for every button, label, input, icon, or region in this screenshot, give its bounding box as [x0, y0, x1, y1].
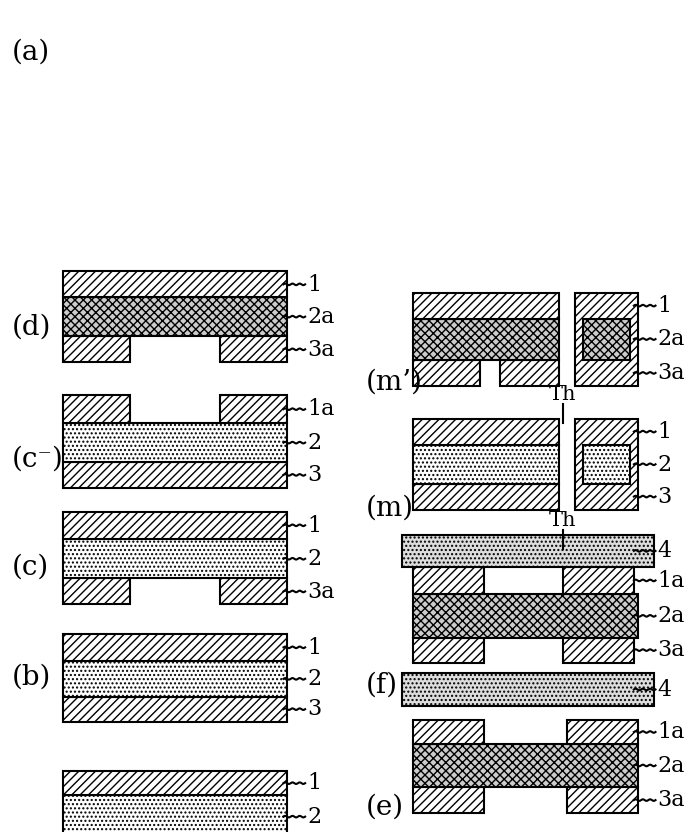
Text: (e): (e): [366, 794, 404, 820]
Text: 4: 4: [657, 540, 671, 562]
Bar: [563, 637, 633, 663]
Text: 1a: 1a: [657, 570, 684, 592]
Text: Th: Th: [549, 384, 576, 404]
Text: 1: 1: [307, 514, 321, 537]
Bar: [413, 744, 637, 787]
Bar: [574, 419, 637, 510]
Bar: [63, 634, 287, 661]
Text: 3: 3: [657, 486, 671, 508]
Text: 3a: 3a: [307, 581, 334, 602]
Text: 2: 2: [307, 432, 321, 453]
Bar: [574, 293, 637, 386]
Text: (f): (f): [366, 671, 398, 698]
Bar: [413, 567, 484, 594]
Bar: [413, 319, 558, 360]
Text: 3a: 3a: [657, 362, 685, 384]
Text: 3: 3: [307, 698, 321, 721]
Text: 2a: 2a: [657, 329, 684, 350]
Text: (c): (c): [12, 553, 49, 580]
Text: 3a: 3a: [657, 789, 685, 811]
Text: 1a: 1a: [307, 399, 334, 420]
Bar: [63, 661, 287, 696]
Text: 1: 1: [307, 772, 321, 795]
Bar: [567, 721, 637, 744]
Text: 2: 2: [307, 668, 321, 690]
Bar: [413, 787, 484, 813]
Text: 3a: 3a: [657, 639, 685, 661]
Bar: [63, 795, 287, 832]
Bar: [63, 297, 287, 336]
Text: (b): (b): [12, 663, 51, 691]
Bar: [413, 594, 637, 637]
Bar: [63, 539, 287, 578]
Bar: [63, 271, 287, 297]
Text: (c⁻): (c⁻): [12, 445, 64, 472]
Bar: [401, 535, 653, 567]
Bar: [413, 637, 484, 663]
Bar: [413, 721, 484, 744]
Text: 3a: 3a: [307, 339, 334, 360]
Bar: [63, 395, 130, 423]
Text: 2: 2: [657, 453, 671, 475]
Bar: [63, 463, 287, 488]
Bar: [63, 696, 287, 722]
Bar: [413, 360, 480, 386]
Bar: [413, 419, 558, 445]
Text: 1: 1: [307, 636, 321, 658]
Bar: [413, 293, 558, 319]
Text: 1: 1: [307, 274, 321, 295]
Bar: [63, 423, 287, 463]
Bar: [220, 336, 287, 362]
Bar: [413, 484, 558, 510]
Text: 4: 4: [657, 679, 671, 701]
Bar: [220, 395, 287, 423]
Text: (d): (d): [12, 313, 51, 340]
Text: (m’): (m’): [366, 369, 423, 395]
Bar: [567, 787, 637, 813]
Text: 2a: 2a: [307, 306, 334, 328]
Text: 2: 2: [307, 547, 321, 570]
Text: (m): (m): [366, 494, 414, 521]
Bar: [63, 336, 130, 362]
Text: (a): (a): [12, 39, 50, 66]
Text: 3: 3: [307, 464, 321, 486]
Bar: [563, 567, 633, 594]
Bar: [582, 319, 629, 360]
Text: 1a: 1a: [657, 721, 684, 743]
Bar: [413, 445, 558, 484]
Text: 2: 2: [307, 805, 321, 828]
Text: 2a: 2a: [657, 605, 684, 627]
Text: 1: 1: [657, 421, 671, 443]
Bar: [499, 360, 558, 386]
Text: 1: 1: [657, 295, 671, 317]
Bar: [582, 445, 629, 484]
Bar: [63, 512, 287, 539]
Bar: [401, 673, 653, 706]
Bar: [63, 578, 130, 604]
Text: Th: Th: [549, 510, 576, 529]
Bar: [63, 771, 287, 795]
Bar: [220, 578, 287, 604]
Text: 2a: 2a: [657, 755, 684, 776]
